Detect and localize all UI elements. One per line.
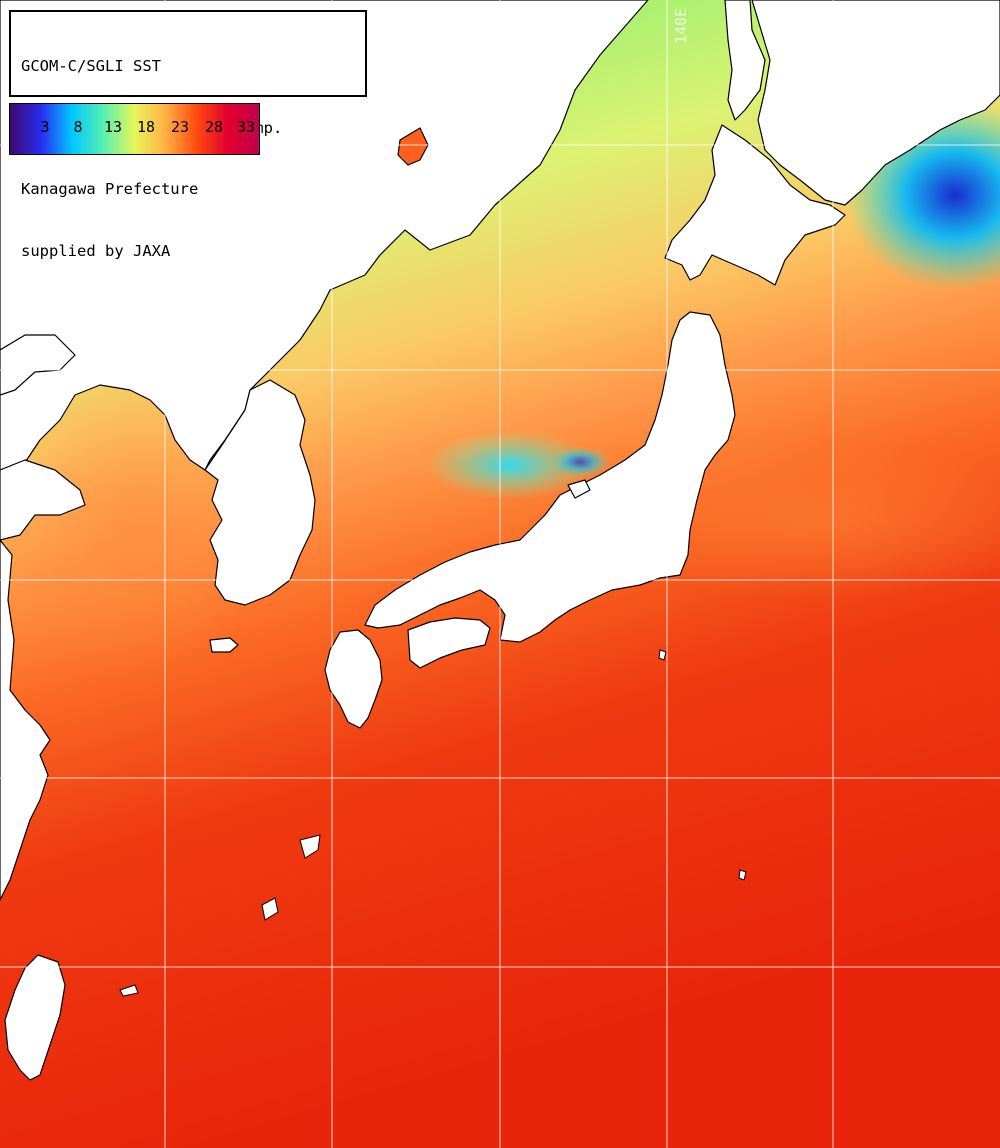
legend-tick: 28	[204, 118, 224, 136]
small-islands	[119, 649, 747, 997]
island-izu-2	[658, 649, 667, 661]
title-line-credit: supplied by JAXA	[21, 241, 171, 260]
lon-label-140e: 140E	[672, 7, 690, 44]
lat-label-40n: 40N	[12, 352, 40, 370]
title-line-sensor: GCOM-C/SGLI SST	[21, 57, 161, 75]
land-china-east-coast	[0, 539, 51, 901]
color-legend: 3 8 13 18 23 28 33	[9, 103, 260, 155]
island-okinawa	[299, 834, 321, 859]
cold-water-sea-of-japan	[425, 430, 595, 500]
land-shikoku	[407, 617, 491, 669]
cold-water-noto	[550, 447, 610, 477]
legend-tick: 23	[170, 118, 190, 136]
title-line-region: Kanagawa Prefecture	[21, 180, 199, 198]
legend-tick: 18	[136, 118, 156, 136]
land-korean-peninsula	[204, 379, 316, 606]
land-russia-northeast	[751, 0, 1000, 206]
land-dokdo-small	[397, 127, 429, 166]
land-jeju	[209, 637, 239, 653]
land-sado-island	[567, 479, 591, 499]
legend-tick: 3	[40, 118, 50, 136]
legend-tick: 8	[73, 118, 83, 136]
island-amami	[261, 897, 279, 921]
island-izu-1	[738, 869, 747, 881]
land-kyushu	[324, 629, 383, 729]
legend-labels: 3 8 13 18 23 28 33	[10, 118, 259, 140]
land-sakhalin	[724, 0, 766, 121]
legend-tick: 33	[236, 118, 256, 136]
legend-tick: 13	[103, 118, 123, 136]
land-hokkaido	[664, 124, 846, 286]
land-taiwan	[4, 954, 66, 1081]
title-box: GCOM-C/SGLI SST ~2025/06/28 (UTC) Week C…	[9, 10, 367, 260]
island-yaeyama	[119, 984, 139, 997]
land-shandong-peninsula	[0, 459, 86, 541]
land-honshu	[364, 311, 736, 643]
